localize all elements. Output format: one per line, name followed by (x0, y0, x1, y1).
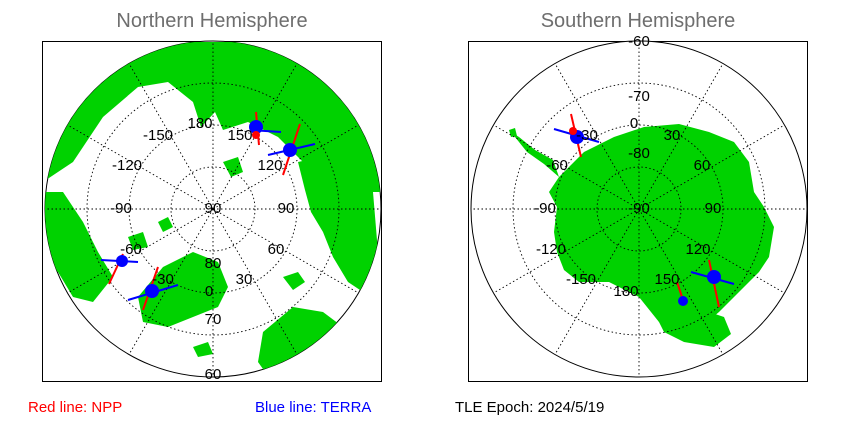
lat-label: 70 (205, 311, 222, 328)
lat-label: -80 (628, 145, 650, 162)
south-graticule (471, 41, 807, 377)
lon-label: 120 (257, 157, 282, 174)
south-title: Southern Hemisphere (540, 10, 736, 32)
terra-marker (707, 270, 721, 284)
lon-label: 150 (227, 127, 252, 144)
lon-label: -150 (566, 271, 596, 288)
south-satellite-tracks (553, 113, 735, 308)
lat-label: -60 (628, 33, 650, 50)
south-labels: 0 30 60 90 120 150 180 -150 -120 -90 -60… (534, 33, 721, 300)
tle-epoch-value: 2024/5/19 (537, 399, 605, 416)
lon-label: 30 (664, 127, 681, 144)
lon-label: -30 (576, 127, 598, 144)
lon-label: -90 (110, 200, 132, 217)
lon-label: -150 (143, 127, 173, 144)
north-map-panel: 180 150 120 90 60 30 0 -30 -60 -90 -120 … (42, 40, 382, 383)
lon-label: -120 (112, 157, 142, 174)
lat-label: 60 (205, 366, 222, 383)
tle-epoch: TLE Epoch: 2024/5/19 (455, 399, 604, 416)
lon-label: 180 (187, 115, 212, 132)
terra-marker (145, 284, 159, 298)
lat-label: 90 (205, 200, 222, 217)
south-map-panel: 0 30 60 90 120 150 180 -150 -120 -90 -60… (468, 33, 808, 382)
terra-marker (678, 296, 688, 306)
lat-label: -90 (628, 200, 650, 217)
lon-label: 60 (694, 157, 711, 174)
lon-label: 120 (685, 241, 710, 258)
lon-label: 180 (613, 283, 638, 300)
north-map: 180 150 120 90 60 30 0 -30 -60 -90 -120 … (44, 40, 382, 383)
lon-label: -120 (536, 241, 566, 258)
north-title: Northern Hemisphere (116, 10, 308, 32)
terra-marker (283, 143, 297, 157)
npp-track (676, 281, 683, 298)
north-satellite-tracks (100, 111, 316, 311)
legend-npp: Red line: NPP (28, 399, 123, 416)
npp-marker (252, 131, 260, 139)
npp-marker (569, 127, 577, 135)
lon-label: -60 (120, 241, 142, 258)
lon-label: -90 (534, 200, 556, 217)
lon-label: 60 (268, 241, 285, 258)
legend-terra: Blue line: TERRA (255, 399, 372, 416)
north-graticule (45, 41, 381, 377)
tle-epoch-label: TLE Epoch: (455, 399, 534, 416)
lat-label: 80 (205, 255, 222, 272)
lat-label: -70 (628, 88, 650, 105)
lon-label: 90 (705, 200, 722, 217)
terra-marker (116, 255, 128, 267)
lon-label: 150 (654, 271, 679, 288)
terra-marker (249, 120, 263, 134)
lon-label: 30 (236, 271, 253, 288)
lon-label: -60 (546, 157, 568, 174)
north-labels: 180 150 120 90 60 30 0 -30 -60 -90 -120 … (110, 115, 294, 383)
lon-label: 0 (630, 115, 638, 132)
lon-label: 0 (205, 283, 213, 300)
lon-label: 90 (278, 200, 295, 217)
south-map: 0 30 60 90 120 150 180 -150 -120 -90 -60… (470, 33, 808, 378)
lon-label: -30 (152, 271, 174, 288)
